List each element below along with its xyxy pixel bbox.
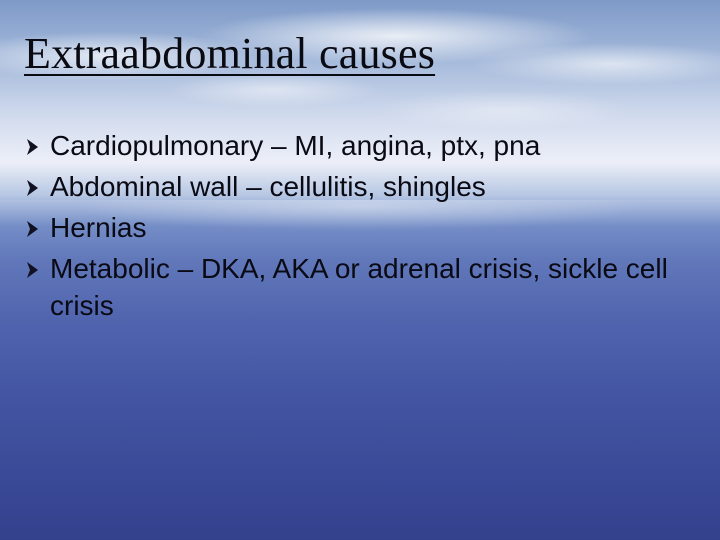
list-item-text: Hernias — [50, 210, 680, 247]
list-item: Hernias — [24, 210, 680, 247]
list-item: Cardiopulmonary – MI, angina, ptx, pna — [24, 128, 680, 165]
list-item-text: Cardiopulmonary – MI, angina, ptx, pna — [50, 128, 680, 165]
chevron-right-icon — [24, 137, 44, 157]
list-item-text: Abdominal wall – cellulitis, shingles — [50, 169, 680, 206]
slide: Extraabdominal causes Cardiopulmonary – … — [0, 0, 720, 540]
list-item: Abdominal wall – cellulitis, shingles — [24, 169, 680, 206]
chevron-right-icon — [24, 219, 44, 239]
chevron-right-icon — [24, 260, 44, 280]
chevron-right-icon — [24, 178, 44, 198]
slide-title: Extraabdominal causes — [24, 28, 435, 79]
list-item: Metabolic – DKA, AKA or adrenal crisis, … — [24, 251, 680, 325]
bullet-list: Cardiopulmonary – MI, angina, ptx, pna A… — [24, 128, 680, 329]
list-item-text: Metabolic – DKA, AKA or adrenal crisis, … — [50, 251, 680, 325]
